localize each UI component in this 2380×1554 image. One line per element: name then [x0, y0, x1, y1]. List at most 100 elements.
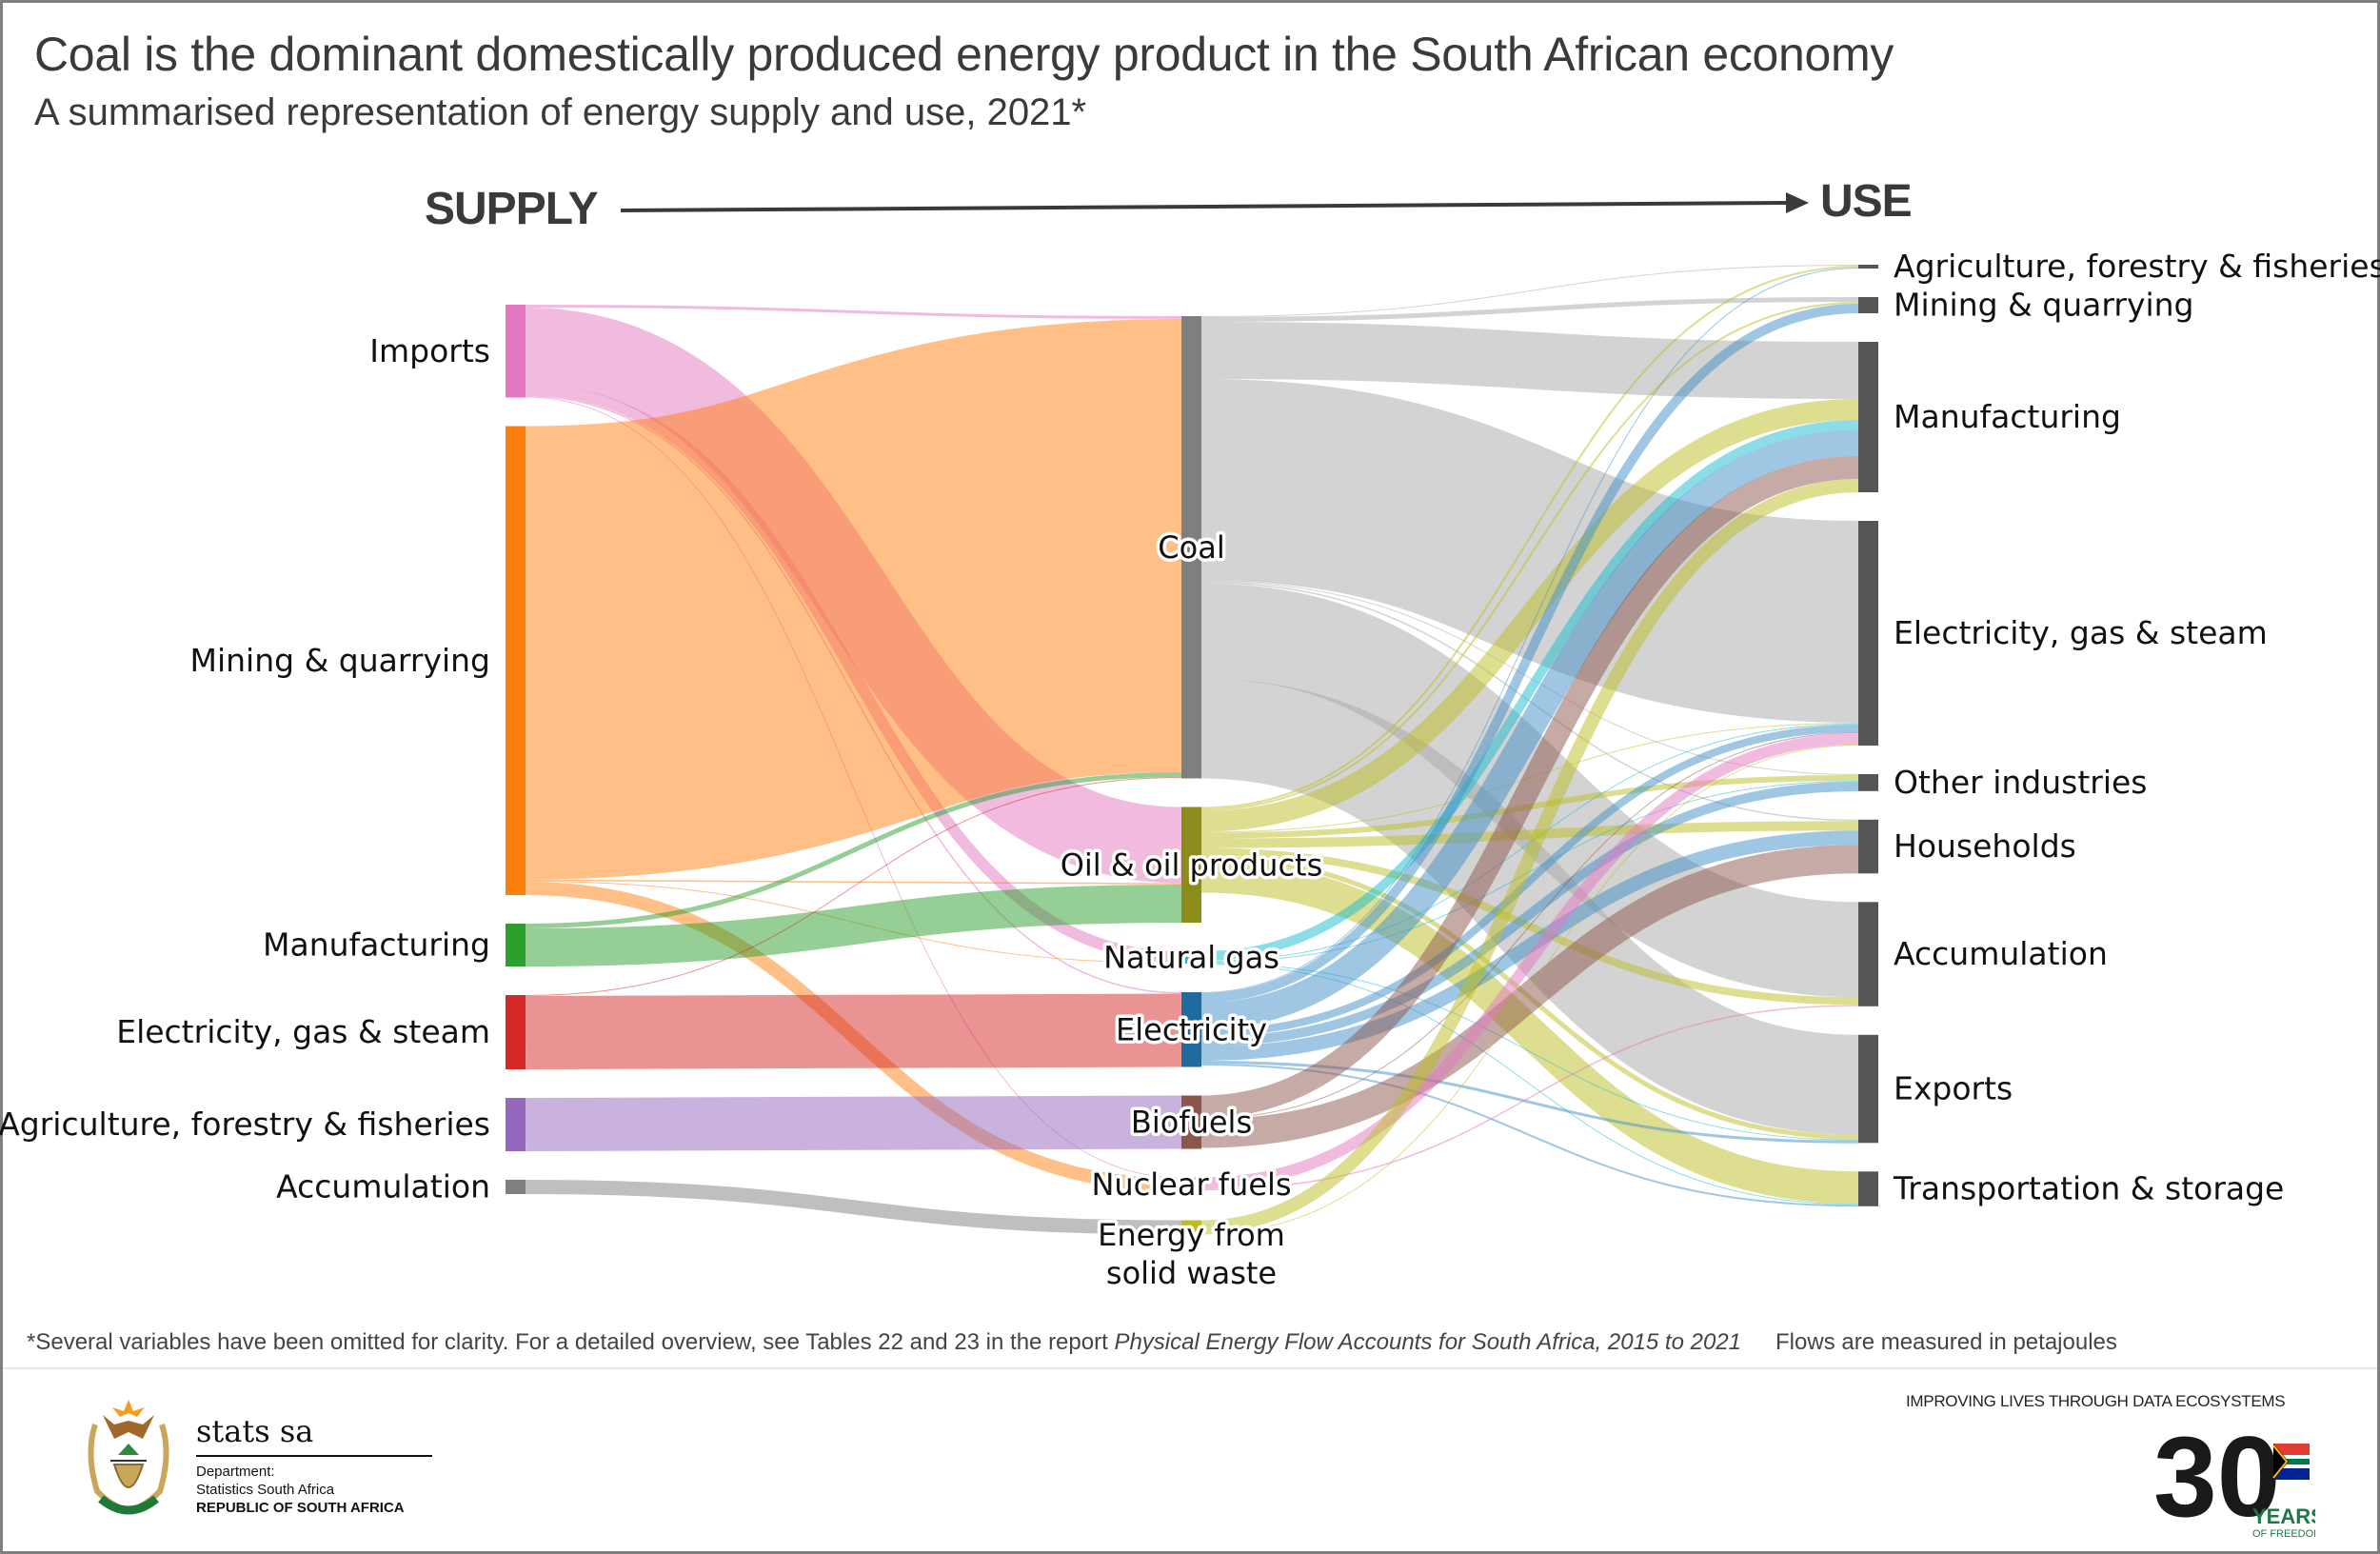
units-note: Flows are measured in petajoules: [1775, 1329, 2117, 1355]
dept-line-1: Department:: [196, 1464, 275, 1480]
dept-line-3: REPUBLIC OF SOUTH AFRICA: [196, 1500, 405, 1516]
sankey-node-p-electricity: [1181, 992, 1201, 1067]
sankey-node-u-mining: [1858, 297, 1878, 313]
stats-sa-logo: stats sa Department: Statistics South Af…: [76, 1396, 457, 1520]
sankey-link: [1200, 860, 1859, 1205]
node-label-p-waste: solid waste: [1106, 1255, 1277, 1291]
sankey-link: [1200, 399, 1859, 832]
node-label-s-manufacturing: Manufacturing: [263, 926, 490, 964]
sankey-link: [525, 772, 1182, 928]
node-label-p-biofuels: Biofuels: [1131, 1105, 1252, 1141]
sankey-link: [1200, 266, 1859, 809]
page-subtitle: A summarised representation of energy su…: [34, 91, 1087, 133]
sankey-link: [1200, 678, 1859, 1135]
sankey-link: [525, 993, 1182, 1069]
sankey-link: [1200, 265, 1859, 317]
page-title: Coal is the dominant domestically produc…: [34, 28, 1894, 81]
sankey-link: [1200, 845, 1859, 1148]
node-label-p-nuclear: Nuclear fuels: [1091, 1166, 1291, 1203]
department-text: Department: Statistics South Africa REPU…: [196, 1463, 405, 1517]
sankey-link: [525, 1095, 1182, 1151]
sankey-link: [1200, 745, 1859, 1235]
node-label-u-households: Households: [1894, 827, 2076, 865]
sankey-link: [1200, 304, 1859, 1003]
sankey-node-u-manufacturing: [1858, 342, 1878, 492]
sankey-link: [1200, 582, 1859, 822]
sankey-node-p-gas: [1181, 951, 1201, 964]
org-name-underline: [196, 1455, 432, 1457]
node-label-u-accumulation: Accumulation: [1894, 935, 2108, 972]
sankey-link: [525, 1180, 1182, 1235]
sankey-links: [524, 265, 1859, 1235]
node-label-s-electricity: Electricity, gas & steam: [116, 1013, 490, 1050]
node-label-u-electricity: Electricity, gas & steam: [1894, 614, 2268, 651]
dept-line-2: Statistics South Africa: [196, 1482, 335, 1498]
sankey-chart: Imports Mining & quarrying Manufacturing El…: [0, 248, 2380, 1295]
sankey-link: [1200, 420, 1859, 961]
sankey-link: [525, 879, 1182, 885]
node-label-u-agriculture: Agriculture, forestry & fisheries: [1894, 248, 2380, 285]
sankey-node-p-biofuels: [1181, 1095, 1201, 1149]
node-label-p-electricity: Electricity: [1116, 1011, 1267, 1047]
sankey-node-s-electricity: [506, 995, 526, 1069]
sankey-link: [1200, 830, 1859, 1061]
footnote-text: *Several variables have been omitted for…: [27, 1329, 1115, 1355]
sankey-node-p-nuclear: [1181, 1177, 1201, 1192]
node-label-u-exports: Exports: [1894, 1070, 2013, 1107]
sankey-node-s-imports: [506, 305, 526, 398]
sankey-node-u-agriculture: [1858, 265, 1878, 269]
footer-divider: [3, 1367, 2377, 1369]
sankey-link: [1200, 782, 1859, 1046]
node-label-s-agriculture: Agriculture, forestry & fisheries: [0, 1106, 490, 1143]
sankey-node-p-oil: [1181, 807, 1201, 923]
supply-heading: SUPPLY: [425, 184, 599, 234]
sankey-link: [1200, 297, 1859, 322]
sankey-labels: Imports Mining & quarrying Manufacturing El…: [0, 248, 2380, 1295]
sankey-link: [1200, 725, 1859, 1037]
sankey-link: [1200, 456, 1859, 1119]
sankey-link: [1200, 429, 1859, 1029]
sankey-link: [525, 777, 1182, 996]
30-years-of-freedom-logo: 30 YEARS OF FREEDOM: [2153, 1417, 2315, 1541]
sankey-link: [525, 305, 1182, 319]
anniv-years: YEARS: [2252, 1504, 2315, 1528]
sankey-link: [1200, 379, 1859, 723]
sankey-node-u-households: [1858, 819, 1878, 874]
sankey-link: [1200, 479, 1859, 1234]
sankey-link: [525, 885, 1182, 966]
sankey-node-p-coal: [1181, 316, 1201, 779]
node-label-s-imports: Imports: [369, 332, 490, 369]
sankey-node-s-agriculture: [506, 1098, 526, 1151]
sankey-link: [1200, 268, 1859, 993]
org-name: stats sa: [196, 1413, 314, 1449]
sankey-node-u-electricity: [1858, 521, 1878, 746]
node-label-s-mining: Mining & quarrying: [190, 642, 491, 679]
sankey-link: [524, 319, 1183, 880]
report-title: Physical Energy Flow Accounts for South …: [1114, 1329, 1742, 1355]
sankey-node-s-accumulation: [506, 1180, 526, 1194]
south-africa-flag-icon: [2272, 1444, 2310, 1480]
sankey-node-s-manufacturing: [506, 924, 526, 966]
sankey-node-u-transport: [1858, 1171, 1878, 1206]
node-label-p-gas: Natural gas: [1103, 940, 1279, 976]
sankey-node-s-mining: [506, 426, 526, 895]
coat-of-arms-icon: [88, 1400, 169, 1515]
use-heading: USE: [1820, 176, 1913, 227]
node-label-u-mining: Mining & quarrying: [1894, 287, 2194, 324]
sankey-link: [1200, 322, 1859, 399]
sankey-link: [1200, 732, 1859, 1120]
node-label-p-coal: Coal: [1158, 529, 1224, 566]
anniv-freedom: OF FREEDOM: [2252, 1528, 2315, 1540]
sankey-nodes: [506, 265, 1878, 1235]
supply-to-use-arrow-icon: [620, 192, 1809, 213]
tagline: IMPROVING LIVES THROUGH DATA ECOSYSTEMS: [1906, 1392, 2286, 1410]
node-label-u-other: Other industries: [1894, 764, 2148, 801]
sankey-link: [1200, 302, 1859, 811]
sankey-node-u-exports: [1858, 1034, 1878, 1144]
node-label-u-manufacturing: Manufacturing: [1894, 398, 2121, 435]
node-label-p-oil: Oil & oil products: [1061, 847, 1323, 883]
node-label-p-waste: Energy from: [1098, 1217, 1285, 1253]
sankey-node-u-other: [1858, 774, 1878, 791]
node-label-s-accumulation: Accumulation: [276, 1168, 490, 1205]
node-label-u-transport: Transportation & storage: [1893, 1170, 2284, 1207]
